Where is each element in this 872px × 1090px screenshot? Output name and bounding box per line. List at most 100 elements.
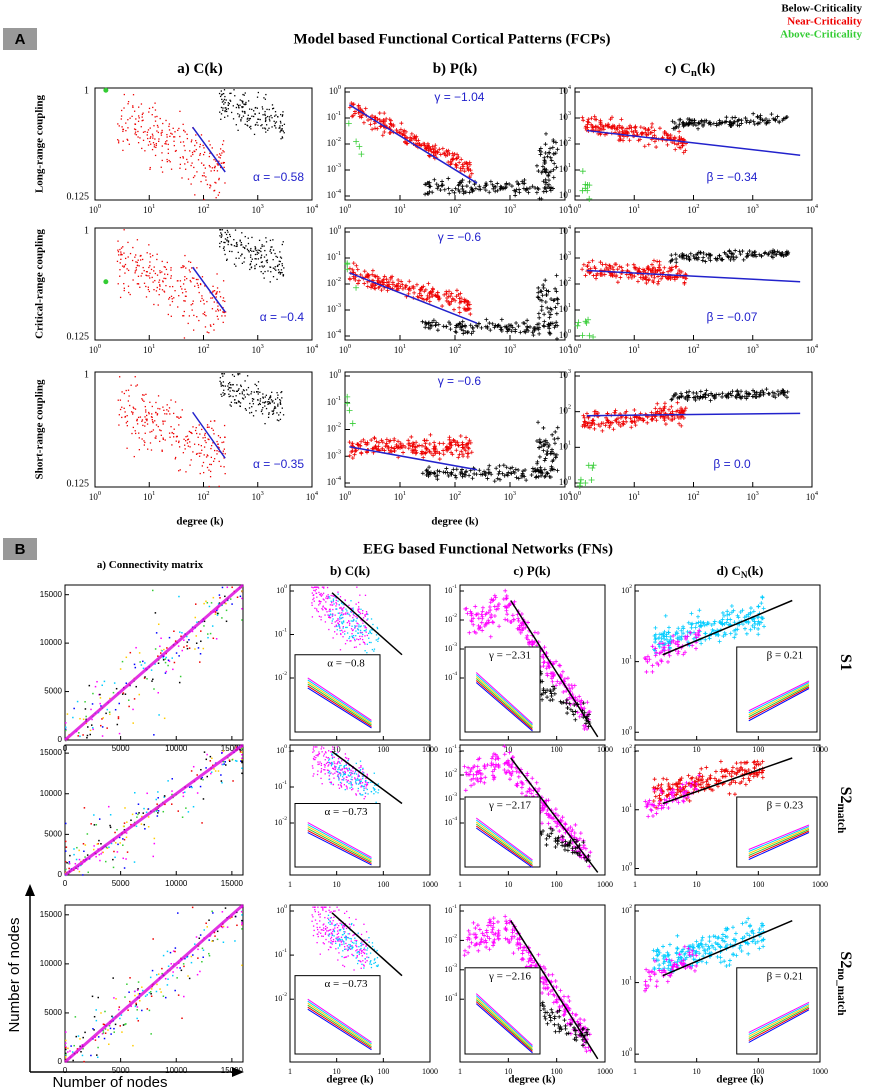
text-part: 3 bbox=[756, 490, 759, 497]
scatter-point bbox=[120, 251, 122, 253]
tick-label: 1 bbox=[84, 369, 89, 380]
scatter-point bbox=[265, 119, 267, 121]
scatter-point bbox=[433, 149, 438, 154]
scatter-point bbox=[205, 456, 208, 458]
scatter-point bbox=[593, 117, 598, 122]
matrix-point bbox=[207, 636, 209, 639]
matrix-point bbox=[162, 659, 165, 661]
scatter-point bbox=[249, 412, 251, 414]
scatter-point bbox=[483, 188, 488, 193]
scatter-point bbox=[365, 627, 368, 629]
scatter-point bbox=[470, 325, 475, 330]
scatter-point bbox=[447, 191, 452, 196]
text-part: -2 bbox=[282, 671, 287, 677]
scatter-point bbox=[212, 285, 214, 287]
scatter-point bbox=[337, 612, 339, 614]
scatter-point bbox=[251, 108, 253, 111]
scatter-point bbox=[197, 159, 200, 161]
matrix-point bbox=[162, 657, 165, 659]
scatter-point bbox=[161, 289, 164, 291]
scatter-point bbox=[251, 398, 254, 400]
scatter-point bbox=[345, 613, 347, 615]
matrix-point bbox=[82, 734, 84, 736]
scatter-point bbox=[164, 142, 166, 145]
scatter-point bbox=[364, 626, 366, 629]
scatter-point bbox=[174, 136, 176, 138]
matrix-point bbox=[211, 625, 214, 627]
scatter-point bbox=[696, 120, 701, 125]
text-part: -1 bbox=[336, 395, 341, 402]
scatter-point bbox=[256, 121, 258, 124]
scatter-point bbox=[435, 328, 440, 333]
scatter-point bbox=[311, 616, 314, 618]
scatter-point bbox=[192, 300, 194, 302]
scatter-point bbox=[601, 124, 606, 129]
scatter-point bbox=[219, 377, 222, 379]
scatter-point bbox=[117, 142, 120, 144]
scatter-point bbox=[356, 617, 358, 620]
matrix-point bbox=[231, 586, 233, 589]
scatter-point bbox=[154, 154, 157, 157]
scatter-point bbox=[191, 303, 194, 305]
scatter-point bbox=[282, 114, 284, 116]
scatter-point bbox=[224, 110, 226, 113]
text-part: 4 bbox=[568, 343, 572, 350]
scatter-point bbox=[250, 391, 253, 393]
scatter-point bbox=[323, 599, 325, 601]
matrix-point bbox=[65, 729, 67, 732]
scatter-point bbox=[248, 251, 250, 253]
scatter-point bbox=[513, 329, 518, 334]
scatter-point bbox=[222, 280, 225, 282]
matrix-point bbox=[241, 607, 243, 610]
matrix-point bbox=[100, 724, 102, 727]
scatter-point bbox=[447, 301, 452, 306]
scatter-point bbox=[222, 109, 224, 111]
scatter-point bbox=[259, 391, 261, 393]
legend-entry: Above-Criticality bbox=[780, 29, 862, 41]
text-part: 3 bbox=[756, 343, 759, 350]
scatter-point bbox=[222, 450, 224, 452]
scatter-point bbox=[122, 130, 124, 133]
matrix-point bbox=[91, 718, 93, 721]
row-label: Short-range coupling bbox=[34, 379, 46, 479]
scatter-point bbox=[469, 331, 474, 336]
scatter-point bbox=[676, 124, 681, 129]
text-part: 2 bbox=[206, 343, 209, 350]
scatter-point bbox=[229, 381, 231, 384]
scatter-point bbox=[368, 122, 373, 127]
scatter-point bbox=[152, 281, 154, 283]
scatter-point bbox=[242, 115, 245, 117]
scatter-point bbox=[191, 139, 193, 141]
scatter-point bbox=[205, 441, 207, 444]
annotation: β = −0.07 bbox=[707, 310, 758, 324]
scatter-point bbox=[438, 152, 443, 157]
scatter-point bbox=[241, 117, 243, 119]
matrix-point bbox=[167, 659, 170, 661]
scatter-point bbox=[257, 91, 260, 94]
scatter-point bbox=[382, 111, 387, 116]
scatter-point bbox=[232, 389, 234, 392]
scatter-point bbox=[388, 122, 393, 127]
matrix-point bbox=[92, 692, 94, 695]
scatter-point bbox=[436, 297, 441, 302]
scatter-point bbox=[498, 327, 503, 332]
matrix-point bbox=[214, 613, 217, 615]
scatter-point bbox=[375, 634, 378, 636]
scatter-point bbox=[205, 179, 207, 181]
scatter-point bbox=[276, 412, 278, 414]
matrix-point bbox=[153, 734, 155, 736]
scatter-point bbox=[241, 106, 243, 109]
scatter-point bbox=[361, 638, 364, 641]
scatter-point bbox=[237, 129, 239, 131]
scatter-point bbox=[379, 288, 384, 293]
text-part: 0 bbox=[568, 328, 571, 335]
scatter-point bbox=[318, 591, 320, 594]
scatter-point bbox=[132, 246, 134, 249]
scatter-point bbox=[200, 452, 202, 454]
scatter-point bbox=[235, 245, 237, 248]
scatter-point bbox=[366, 619, 368, 621]
scatter-point bbox=[259, 400, 261, 402]
text-part: 10 bbox=[687, 205, 697, 215]
scatter-point bbox=[201, 295, 203, 297]
scatter-point bbox=[119, 408, 122, 411]
